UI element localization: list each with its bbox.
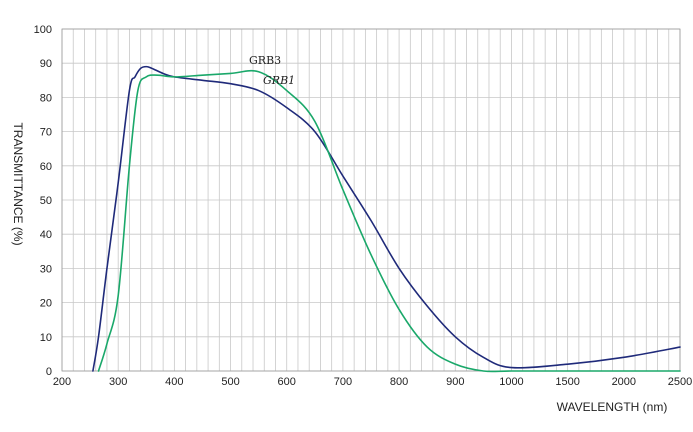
series-label-grb3: GRB3: [249, 54, 281, 67]
x-tick-label: 2000: [612, 376, 636, 388]
y-tick-label: 10: [40, 332, 52, 344]
series-line-grb1: [92, 65, 681, 372]
y-tick-label: 60: [40, 161, 52, 173]
x-tick-label: 200: [53, 376, 71, 388]
y-tick-label: 50: [40, 195, 52, 207]
series-line-grb3: [97, 69, 681, 373]
x-tick-label: 900: [446, 376, 464, 388]
x-axis-title: WAVELENGTH (nm): [557, 400, 668, 414]
y-tick-label: 80: [40, 92, 52, 104]
grid: [61, 28, 681, 372]
series-label-grb1: GRB1: [263, 74, 295, 87]
tick-labels: 0 10 20 30 40 50 60 70 80 90 100 200 300 400 500 600 700…: [34, 24, 693, 388]
x-tick-label: 1500: [555, 376, 579, 388]
x-tick-label: 400: [165, 376, 183, 388]
x-tick-label: 700: [334, 376, 352, 388]
x-tick-label: 2500: [668, 376, 692, 388]
y-tick-label: 30: [40, 263, 52, 275]
x-tick-label: 500: [221, 376, 239, 388]
y-tick-label: 40: [40, 229, 52, 241]
y-tick-label: 20: [40, 298, 52, 310]
x-tick-label: 1000: [499, 376, 523, 388]
y-tick-label: 70: [40, 127, 52, 139]
x-tick-label: 800: [390, 376, 408, 388]
plot-frame: [61, 28, 681, 372]
series-lines: [92, 65, 681, 373]
y-tick-label: 90: [40, 58, 52, 70]
y-axis-title: TRANSMITTANCE (%): [11, 122, 25, 245]
y-tick-label: 100: [34, 24, 52, 36]
x-tick-label: 300: [109, 376, 127, 388]
y-tick-label: 0: [46, 366, 52, 378]
x-tick-label: 600: [278, 376, 296, 388]
